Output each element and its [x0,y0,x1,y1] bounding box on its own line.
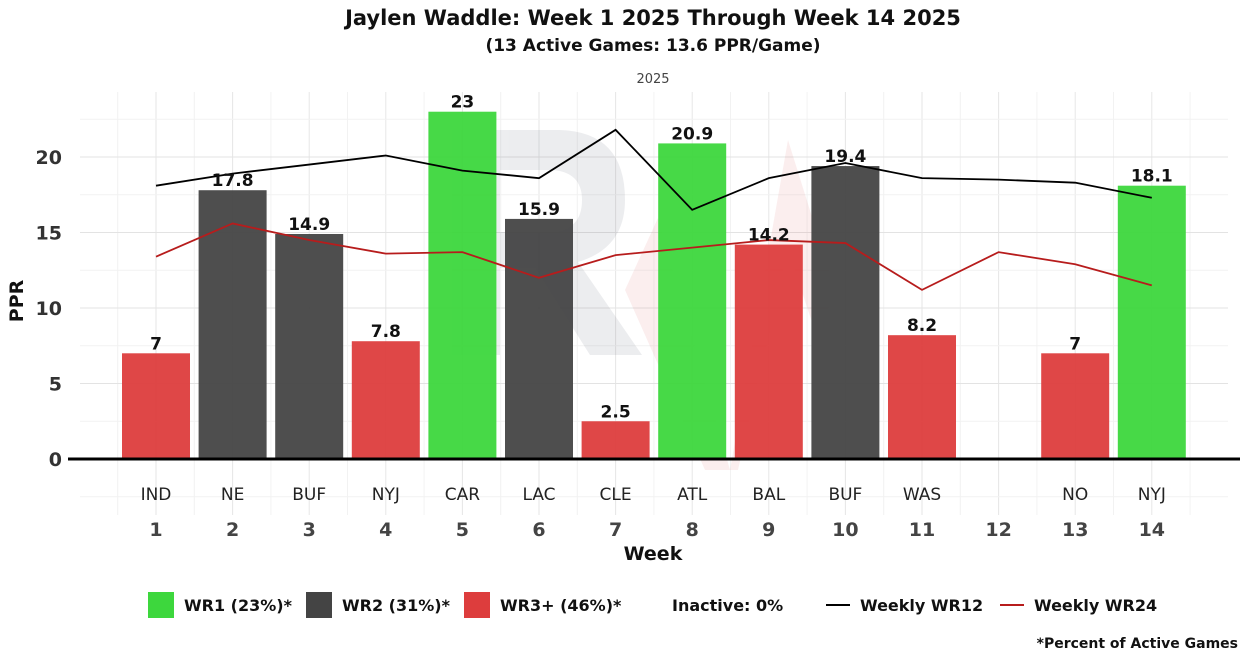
benchmark-lines [155,128,1153,291]
opponent-label: NYJ [372,485,400,505]
bar-value-label: 20.9 [671,124,713,144]
week-label: 4 [379,519,392,541]
bar-value-label: 2.5 [601,402,631,422]
x-axis-title: Week [624,543,683,565]
opponent-label: NYJ [1138,485,1166,505]
bar-week-11 [888,335,956,459]
legend-label: WR3+ (46%)* [500,596,622,615]
bar-labels: 7 17.8 14.9 7.8 23 15.9 2.5 20.9 14.2 19.4 8.2 7 18.… [150,93,1173,423]
opponent-label: BAL [752,485,785,505]
bar-value-label: 7.8 [371,322,401,342]
week-label: 10 [832,519,858,541]
opponent-label: NE [221,485,244,505]
bar-value-label: 15.9 [518,200,560,220]
line-weekly-wr24 [155,222,1153,291]
opponent-label: CLE [600,485,632,505]
week-label: 9 [762,519,775,541]
legend-label: WR1 (23%)* [184,596,293,615]
opponent-label: NO [1062,485,1088,505]
opponent-label: ATL [677,485,708,505]
line-weekly-wr12 [155,128,1152,211]
legend-label: WR2 (31%)* [342,596,451,615]
y-tick-label: 20 [36,147,62,169]
bar-value-label: 7 [1069,334,1081,354]
bar-week-6 [505,218,573,459]
opponent-labels: IND NE BUF NYJ CAR LAC CLE ATL BAL BUF WAS NO NYJ [141,485,1166,505]
bar-value-label: 17.8 [212,171,254,191]
week-label: 8 [686,519,699,541]
bar-value-label: 19.4 [824,147,866,167]
y-axis-title: PPR [6,279,28,322]
facet-label: 2025 [636,72,669,87]
week-label: 6 [532,519,545,541]
bar-value-label: 7 [150,334,162,354]
bar-week-3 [275,234,344,459]
week-labels: 1 2 3 4 5 6 7 8 9 10 11 12 13 14 [149,519,1165,541]
footnote: *Percent of Active Games [1037,636,1238,652]
legend-label: Weekly WR24 [1034,596,1157,615]
legend: WR1 (23%)* WR2 (31%)* WR3+ (46%)* Inactive:… [148,592,1157,618]
week-label: 14 [1139,519,1165,541]
bar-week-7 [581,421,650,459]
opponent-label: CAR [445,485,480,505]
bar-week-2 [198,190,267,459]
legend-label: Weekly WR12 [860,596,983,615]
bar-week-10 [811,166,880,459]
legend-swatch-wr1 [148,592,174,618]
bar-value-label: 14.2 [748,226,790,246]
week-label: 13 [1062,519,1088,541]
week-label: 2 [226,519,239,541]
y-tick-label: 0 [49,449,62,471]
y-axis-ticks: 0 5 10 15 20 [36,147,62,471]
week-label: 7 [609,519,622,541]
y-tick-label: 15 [36,223,62,245]
bar-week-14 [1117,185,1186,459]
week-label: 1 [149,519,162,541]
opponent-label: IND [141,485,172,505]
bar-value-label: 14.9 [288,215,330,235]
week-label: 11 [909,519,935,541]
legend-swatch-wr3plus [464,592,490,618]
week-label: 3 [303,519,316,541]
bar-value-label: 18.1 [1131,167,1173,187]
chart-title: Jaylen Waddle: Week 1 2025 Through Week … [343,6,961,30]
bar-week-8 [658,143,727,459]
bar-value-label: 23 [451,93,475,113]
legend-inactive-label: Inactive: 0% [672,596,783,615]
bar-week-1 [122,353,190,459]
bar-week-5 [428,111,497,459]
opponent-label: WAS [903,485,941,505]
bar-value-label: 8.2 [907,316,937,336]
bars [122,111,1186,459]
legend-swatch-wr2 [306,592,332,618]
week-label: 5 [456,519,469,541]
week-label: 12 [985,519,1011,541]
bar-week-13 [1041,353,1110,459]
y-tick-label: 5 [49,374,62,396]
opponent-label: LAC [522,485,555,505]
bar-week-9 [734,244,803,459]
chart-subtitle: (13 Active Games: 13.6 PPR/Game) [485,36,820,56]
bar-week-4 [351,341,420,459]
opponent-label: BUF [828,485,862,505]
y-tick-label: 10 [36,298,62,320]
opponent-label: BUF [292,485,326,505]
